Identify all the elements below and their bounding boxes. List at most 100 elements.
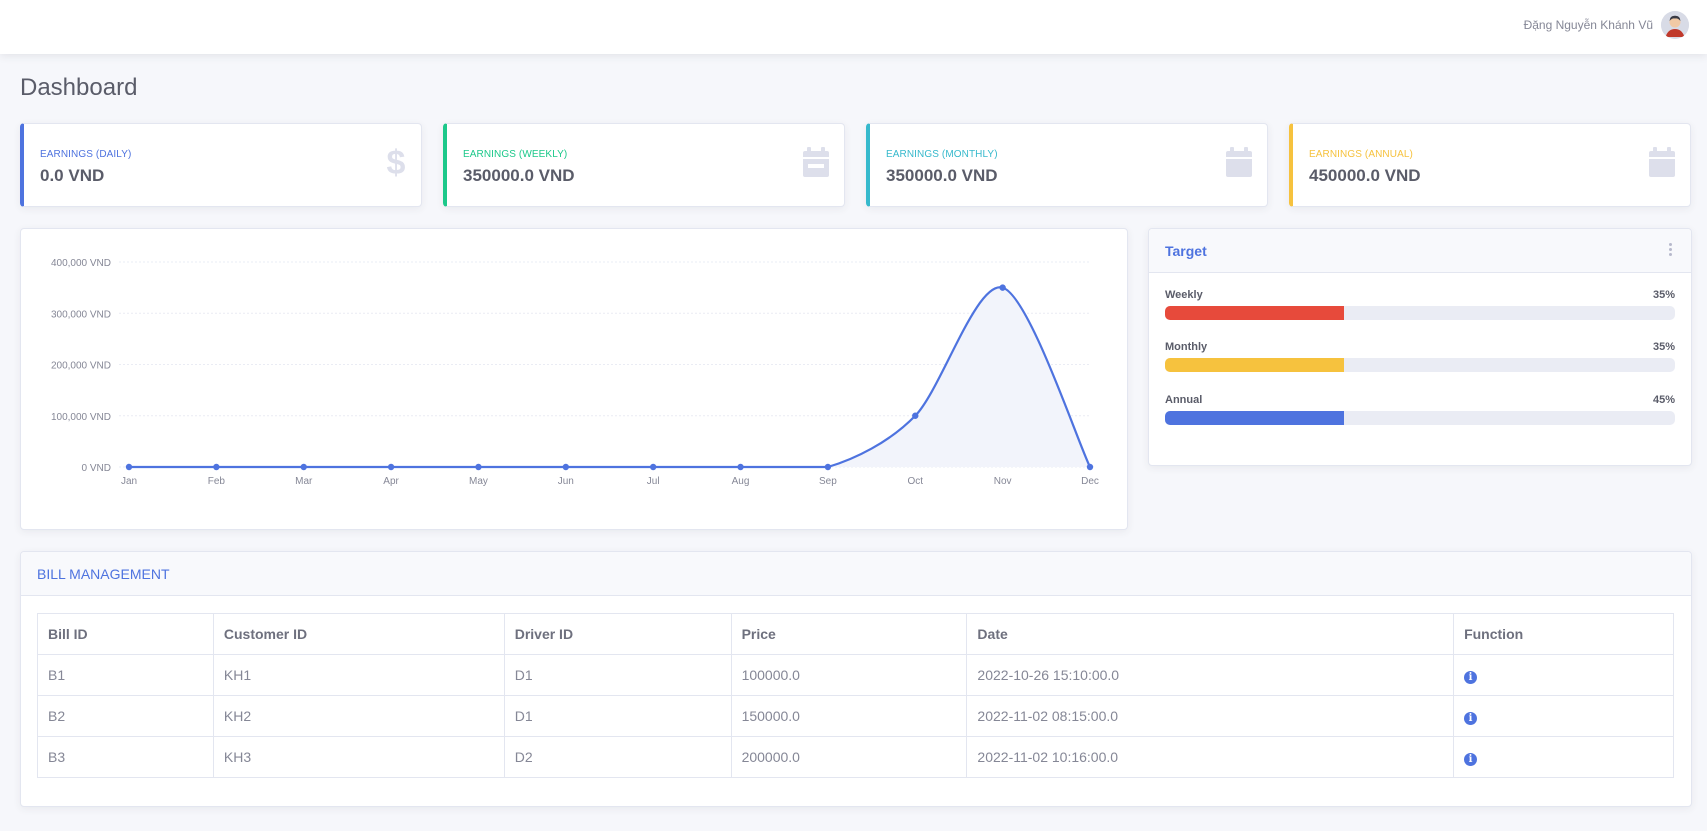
stat-label: Earnings (Monthly) bbox=[886, 149, 998, 160]
function-cell: i bbox=[1453, 695, 1674, 737]
calendar-icon bbox=[803, 147, 829, 182]
bill-id-cell: B2 bbox=[37, 695, 214, 737]
stat-label: Earnings (Daily) bbox=[40, 149, 132, 160]
progress-label: Weekly bbox=[1165, 289, 1203, 301]
column-header[interactable]: Driver ID bbox=[503, 613, 732, 655]
target-card-header: Target bbox=[1149, 229, 1691, 273]
column-header[interactable]: Bill ID bbox=[37, 613, 214, 655]
x-tick-label: Sep bbox=[819, 476, 837, 487]
table-row: B3 KH3 D2 200000.0 2022-11-02 10:16:00.0… bbox=[37, 736, 1674, 778]
stat-label: Earnings (Weekly) bbox=[463, 149, 568, 160]
info-icon[interactable]: i bbox=[1464, 711, 1478, 725]
y-tick-label: 200,000 VND bbox=[51, 361, 111, 372]
earnings-daily-card: Earnings (Daily) 0.0 VND $ bbox=[20, 123, 422, 207]
column-header[interactable]: Customer ID bbox=[212, 613, 505, 655]
user-menu[interactable]: Đặng Nguyễn Khánh Vũ bbox=[1524, 11, 1689, 39]
progress-fill bbox=[1165, 306, 1344, 320]
table-row: B2 KH2 D1 150000.0 2022-11-02 08:15:00.0… bbox=[37, 695, 1674, 737]
x-tick-label: Jul bbox=[647, 476, 660, 487]
function-cell: i bbox=[1453, 736, 1674, 778]
svg-text:$: $ bbox=[387, 147, 406, 179]
date-cell: 2022-11-02 08:15:00.0 bbox=[966, 695, 1455, 737]
x-tick-label: Jan bbox=[121, 476, 137, 487]
target-weekly: Weekly 35% bbox=[1165, 289, 1675, 320]
info-icon[interactable]: i bbox=[1464, 670, 1478, 684]
x-tick-label: Nov bbox=[994, 476, 1012, 487]
progress-percent: 35% bbox=[1652, 341, 1675, 353]
x-tick-label: May bbox=[469, 476, 488, 487]
column-header[interactable]: Price bbox=[730, 613, 968, 655]
data-point bbox=[387, 463, 395, 471]
x-tick-label: Jun bbox=[558, 476, 574, 487]
data-point bbox=[300, 463, 307, 471]
progress-bar bbox=[1165, 358, 1675, 372]
customer-id-cell: KH1 bbox=[212, 654, 505, 696]
y-tick-label: 0 VND bbox=[82, 463, 111, 474]
x-tick-label: Mar bbox=[295, 476, 313, 487]
progress-percent: 35% bbox=[1652, 289, 1675, 301]
page-title: Dashboard bbox=[20, 74, 138, 101]
earnings-chart-card: 0 VND 100,000 VND 200,000 VND 300,000 VND 40… bbox=[20, 228, 1128, 530]
bill-id-cell: B3 bbox=[37, 736, 214, 778]
x-tick-label: Dec bbox=[1081, 476, 1099, 487]
driver-id-cell: D1 bbox=[503, 654, 732, 696]
bill-management-card: BILL MANAGEMENT Bill ID Customer ID Driv… bbox=[20, 551, 1692, 807]
date-cell: 2022-10-26 15:10:00.0 bbox=[966, 654, 1455, 696]
customer-id-cell: KH3 bbox=[212, 736, 505, 778]
calendar-icon bbox=[1649, 147, 1675, 182]
date-cell: 2022-11-02 10:16:00.0 bbox=[966, 736, 1455, 778]
bill-card-header: BILL MANAGEMENT bbox=[21, 552, 1691, 596]
y-tick-label: 100,000 VND bbox=[51, 412, 111, 423]
customer-id-cell: KH2 bbox=[212, 695, 505, 737]
data-point bbox=[999, 284, 1006, 291]
driver-id-cell: D1 bbox=[503, 695, 732, 737]
calendar-icon bbox=[1226, 147, 1252, 182]
topbar: Đặng Nguyễn Khánh Vũ bbox=[0, 0, 1707, 54]
progress-label: Annual bbox=[1165, 394, 1203, 406]
price-cell: 150000.0 bbox=[730, 695, 968, 737]
progress-bar bbox=[1165, 411, 1675, 425]
data-point bbox=[213, 463, 220, 471]
x-tick-label: Oct bbox=[907, 476, 923, 487]
earnings-monthly-card: Earnings (Monthly) 350000.0 VND bbox=[866, 123, 1268, 207]
data-point bbox=[475, 463, 482, 471]
series-area bbox=[129, 287, 1090, 467]
x-tick-label: Apr bbox=[383, 476, 399, 487]
data-point bbox=[737, 463, 744, 471]
stat-label: Earnings (Annual) bbox=[1309, 149, 1413, 160]
y-tick-label: 400,000 VND bbox=[51, 258, 111, 269]
target-monthly: Monthly 35% bbox=[1165, 341, 1675, 372]
user-avatar-icon[interactable] bbox=[1661, 11, 1689, 39]
more-options-icon[interactable] bbox=[1669, 243, 1673, 258]
price-cell: 200000.0 bbox=[730, 736, 968, 778]
earnings-annual-card: Earnings (Annual) 450000.0 VND bbox=[1289, 123, 1691, 207]
progress-label: Monthly bbox=[1165, 341, 1208, 353]
earnings-weekly-card: Earnings (Weekly) 350000.0 VND bbox=[443, 123, 845, 207]
x-tick-label: Aug bbox=[732, 476, 750, 487]
data-point bbox=[912, 412, 919, 419]
function-cell: i bbox=[1453, 654, 1674, 696]
bill-id-cell: B1 bbox=[37, 654, 214, 696]
table-row: B1 KH1 D1 100000.0 2022-10-26 15:10:00.0… bbox=[37, 654, 1674, 696]
data-point bbox=[649, 463, 657, 471]
table-header-row: Bill ID Customer ID Driver ID Price Date… bbox=[37, 613, 1674, 655]
user-name[interactable]: Đặng Nguyễn Khánh Vũ bbox=[1523, 18, 1653, 32]
y-tick-label: 300,000 VND bbox=[51, 309, 111, 320]
column-header[interactable]: Function bbox=[1453, 613, 1674, 655]
data-point bbox=[562, 463, 570, 471]
stat-value: 450000.0 VND bbox=[1309, 166, 1421, 185]
price-cell: 100000.0 bbox=[730, 654, 968, 696]
progress-fill bbox=[1165, 411, 1344, 425]
info-icon[interactable]: i bbox=[1464, 752, 1478, 766]
column-header[interactable]: Date bbox=[966, 613, 1455, 655]
target-card: Target Weekly 35% Monthly 35% Annual 45% bbox=[1148, 228, 1692, 466]
progress-percent: 45% bbox=[1652, 394, 1675, 406]
stat-value: 0.0 VND bbox=[40, 166, 105, 185]
driver-id-cell: D2 bbox=[503, 736, 732, 778]
data-point bbox=[824, 463, 832, 471]
earnings-area-chart: 0 VND 100,000 VND 200,000 VND 300,000 VND 40… bbox=[51, 258, 1099, 487]
stat-value: 350000.0 VND bbox=[463, 166, 575, 185]
bill-table: Bill ID Customer ID Driver ID Price Date… bbox=[37, 613, 1674, 778]
stat-value: 350000.0 VND bbox=[886, 166, 998, 185]
progress-fill bbox=[1165, 358, 1344, 372]
